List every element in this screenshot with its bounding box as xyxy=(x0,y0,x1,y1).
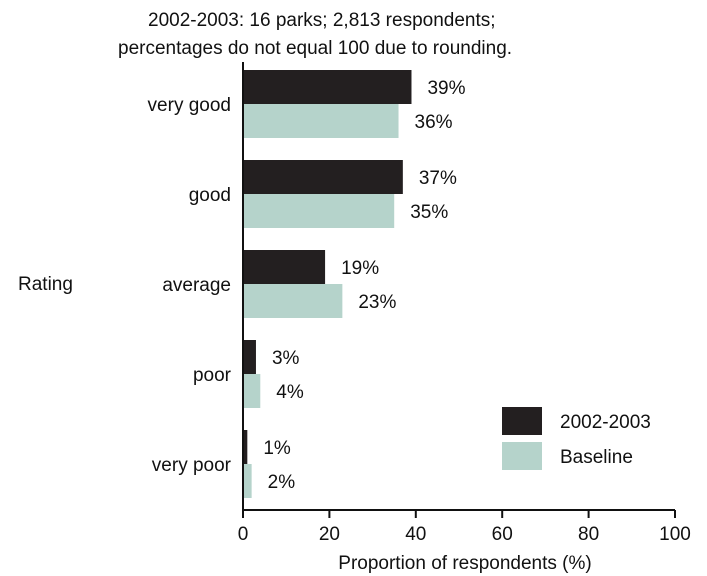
value-label-baseline-very-good: 36% xyxy=(415,112,453,133)
x-tick-label-100: 100 xyxy=(659,524,691,545)
x-tick-label-0: 0 xyxy=(238,524,249,545)
bar-2002-2003-very-poor xyxy=(243,430,248,464)
category-label-average: average xyxy=(162,275,231,296)
chart-note-line-2: percentages do not equal 100 due to roun… xyxy=(118,38,512,59)
value-label-baseline-poor: 4% xyxy=(276,382,304,403)
category-label-good: good xyxy=(189,185,231,206)
category-label-very-poor: very poor xyxy=(152,455,232,476)
category-label-very-good: very good xyxy=(148,95,231,116)
bar-2002-2003-good xyxy=(243,160,403,194)
bar-baseline-very-poor xyxy=(243,464,252,498)
value-label-baseline-good: 35% xyxy=(410,202,448,223)
legend-swatch-2002-2003 xyxy=(502,407,542,435)
x-tick-label-40: 40 xyxy=(405,524,426,545)
x-tick-label-60: 60 xyxy=(492,524,513,545)
legend: 2002-2003 Baseline xyxy=(502,407,651,470)
bar-baseline-good xyxy=(243,194,395,228)
value-label-2002-2003-good: 37% xyxy=(419,168,457,189)
value-label-2002-2003-very-good: 39% xyxy=(427,78,465,99)
category-label-poor: poor xyxy=(193,365,232,386)
legend-label-baseline: Baseline xyxy=(560,447,633,468)
y-axis-title: Rating xyxy=(18,274,73,295)
legend-label-2002-2003: 2002-2003 xyxy=(560,412,651,433)
bar-baseline-poor xyxy=(243,374,261,408)
value-label-2002-2003-very-poor: 1% xyxy=(263,438,291,459)
bars-layer xyxy=(243,70,412,498)
x-tick-label-80: 80 xyxy=(578,524,599,545)
bar-baseline-very-good xyxy=(243,104,399,138)
bar-2002-2003-poor xyxy=(243,340,256,374)
value-label-2002-2003-poor: 3% xyxy=(272,348,300,369)
x-tick-label-20: 20 xyxy=(319,524,340,545)
labels-layer: very good 39% 36% good 37% 35% average 19% 23% po… xyxy=(148,78,466,493)
value-label-baseline-very-poor: 2% xyxy=(268,472,296,493)
legend-swatch-baseline xyxy=(502,442,542,470)
bar-2002-2003-very-good xyxy=(243,70,412,104)
value-label-baseline-average: 23% xyxy=(358,292,396,313)
bar-baseline-average xyxy=(243,284,343,318)
x-axis-ticks: 0 20 40 60 80 100 xyxy=(238,510,691,545)
value-label-2002-2003-average: 19% xyxy=(341,258,379,279)
x-axis-title: Proportion of respondents (%) xyxy=(338,553,591,574)
bar-2002-2003-average xyxy=(243,250,326,284)
chart-note-line-1: 2002-2003: 16 parks; 2,813 respondents; xyxy=(148,10,496,31)
